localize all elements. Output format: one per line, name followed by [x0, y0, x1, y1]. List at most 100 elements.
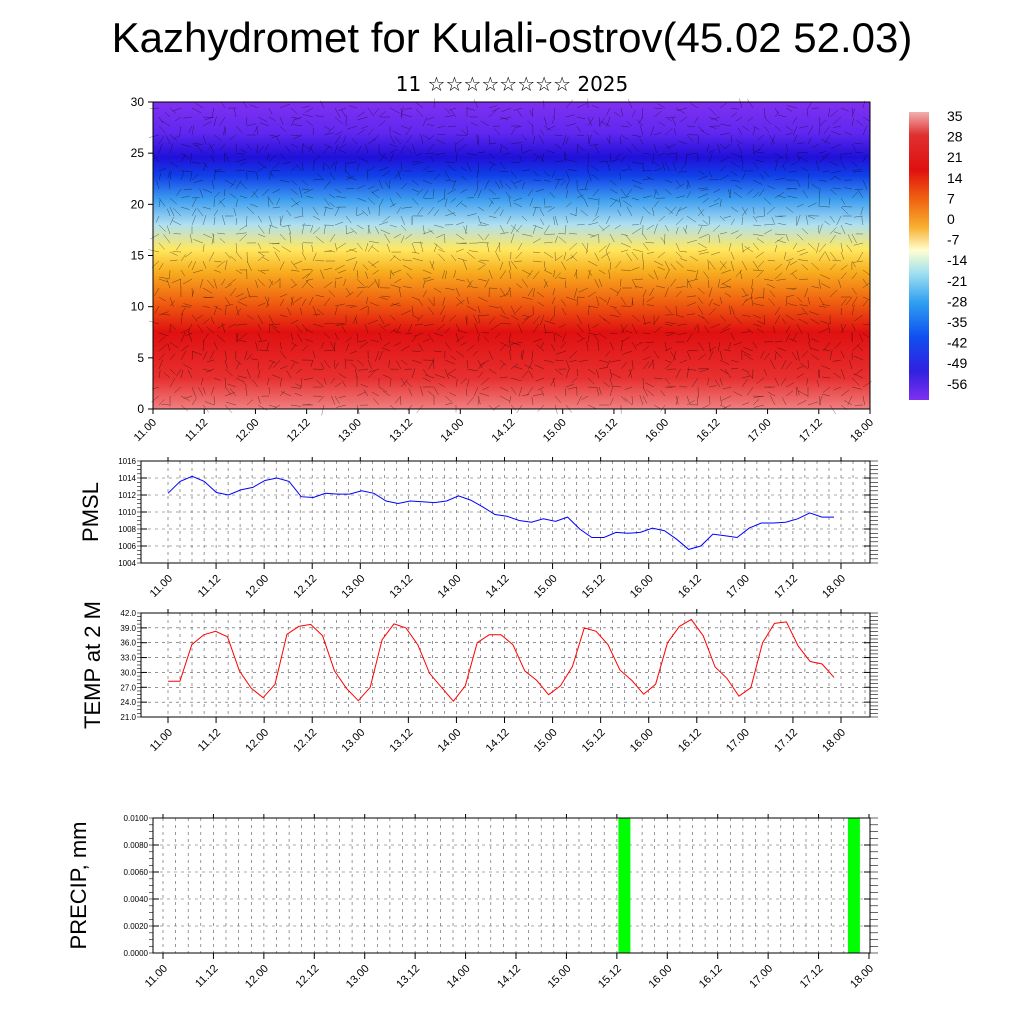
precip-xtick-label: 17.00	[747, 963, 775, 991]
precip-xtick-label: 11.00	[143, 963, 170, 990]
pmsl-ytick-label: 1006	[118, 542, 136, 551]
wind-barbs	[148, 98, 872, 416]
temp-xtick-label: 14.12	[484, 727, 512, 755]
temp-ytick-label: 30.0	[120, 668, 136, 677]
precip-ytick-label: 0.0020	[124, 922, 149, 931]
temp-ytick-label: 39.0	[120, 624, 136, 633]
colorbar-label: -56	[947, 376, 967, 392]
precip-xtick-label: 13.12	[394, 963, 422, 991]
pmsl-frame	[140, 460, 871, 564]
precip-bar	[618, 818, 631, 953]
pmsl-xtick-label: 17.00	[724, 573, 752, 601]
precip-xtick-label: 15.12	[596, 963, 624, 991]
pmsl-xtick-label: 14.00	[436, 573, 464, 601]
pmsl-xtick-label: 12.12	[291, 573, 319, 601]
temp-xtick-label: 14.00	[436, 727, 464, 755]
temp-xtick-label: 12.00	[243, 727, 271, 755]
pmsl-xtick-label: 14.12	[484, 573, 512, 601]
temp-grid	[141, 612, 870, 718]
precip-ytick-label: 0.0100	[124, 814, 149, 823]
colorbar-label: -14	[947, 252, 967, 268]
colorbar-label: -42	[947, 335, 967, 351]
temp-xtick-label: 17.00	[724, 727, 752, 755]
profile-fill	[153, 102, 870, 409]
temp-bg	[141, 613, 870, 717]
colorbar-label: -49	[947, 355, 967, 371]
pmsl-ylabel: PMSL	[78, 482, 103, 542]
precip-xtick-label: 16.00	[646, 963, 674, 991]
colorbar-label: 28	[947, 129, 963, 145]
profile-xtick-label: 14.12	[490, 417, 518, 445]
precip-ytick-label: 0.0080	[124, 841, 149, 850]
colorbar-label: 7	[947, 190, 955, 206]
pmsl-panel: 1004 1006 1008 1010 1012 1014 1016 11.00 11.12 12…	[78, 457, 878, 601]
temp-xtick-label: 18.00	[820, 727, 848, 755]
profile-xtick-label: 17.12	[797, 417, 825, 445]
profile-xtick-label: 16.00	[643, 417, 671, 445]
profile-ytick-label: 25	[131, 146, 145, 160]
colorbar-label: -35	[947, 314, 967, 330]
precip-panel: 0.0000 0.0020 0.0040 0.0060 0.0080 0.0100 11.0…	[66, 814, 878, 991]
pmsl-ytick-label: 1012	[118, 491, 136, 500]
temp-xtick-label: 16.12	[676, 727, 704, 755]
temp-frame	[140, 612, 871, 718]
pmsl-xtick-label: 17.12	[772, 573, 800, 601]
colorbar-label: 35	[947, 108, 963, 124]
temp-xtick-label: 13.12	[388, 727, 416, 755]
precip-xtick-label: 15.00	[546, 963, 574, 991]
pmsl-xtick-label: 16.12	[676, 573, 704, 601]
colorbar-label: 21	[947, 149, 963, 165]
pmsl-ytick-label: 1014	[118, 474, 136, 483]
precip-xtick-label: 14.00	[445, 963, 473, 991]
pmsl-ytick-label: 1008	[118, 525, 136, 534]
temp-ytick-label: 42.0	[120, 609, 136, 618]
temp-series-line	[168, 618, 835, 702]
pmsl-series-line	[167, 475, 834, 550]
precip-ytick-label: 0.0000	[124, 949, 149, 958]
precip-xtick-label: 13.00	[344, 963, 372, 991]
profile-xtick-label: 18.00	[848, 417, 876, 445]
temp-xtick-label: 13.00	[339, 727, 367, 755]
precip-xtick-label: 11.12	[193, 963, 220, 990]
profile-ytick-label: 0	[137, 402, 144, 416]
profile-ytick-label: 30	[131, 95, 145, 109]
profile-xtick-label: 15.00	[541, 417, 569, 445]
temp-xtick-label: 15.00	[532, 727, 560, 755]
temp-xtick-label: 11.12	[196, 727, 223, 754]
precip-xtick-label: 17.12	[798, 963, 826, 991]
profile-xtick-label: 17.00	[746, 417, 774, 445]
temp-ytick-label: 24.0	[120, 698, 136, 707]
precip-ytick-label: 0.0040	[124, 895, 149, 904]
profile-xtick-label: 13.12	[387, 417, 415, 445]
chart-title: Kazhydromet for Kulali-ostrov(45.02 52.0…	[111, 14, 913, 61]
precip-bar	[847, 818, 860, 953]
profile-xtick-label: 11.00	[132, 417, 159, 444]
precip-xtick-label: 16.12	[697, 963, 725, 991]
profile-xtick-label: 11.12	[183, 417, 210, 444]
temp-xtick-label: 17.12	[772, 727, 800, 755]
profile-xtick-label: 12.12	[285, 417, 313, 445]
pmsl-xtick-label: 13.12	[388, 573, 416, 601]
profile-xtick-label: 12.00	[234, 417, 262, 445]
pmsl-xtick-label: 11.00	[148, 573, 175, 600]
colorbar: 35 28 21 14 7 0 -7 -14 -21 -28 -35 -42 -49 -56	[909, 108, 967, 400]
precip-xtick-label: 12.00	[243, 963, 271, 991]
temp-xtick-label: 15.12	[580, 727, 608, 755]
pmsl-xtick-label: 13.00	[339, 573, 367, 601]
precip-ytick-label: 0.0060	[124, 868, 149, 877]
temp-ytick-label: 36.0	[120, 639, 136, 648]
temp-xtick-label: 12.12	[291, 727, 319, 755]
precip-bg	[153, 818, 870, 953]
precip-xtick-label: 14.12	[495, 963, 523, 991]
profile-ytick-label: 5	[137, 351, 144, 365]
colorbar-label: -21	[947, 273, 967, 289]
colorbar-label: -28	[947, 293, 967, 309]
temp-ytick-label: 33.0	[120, 654, 136, 663]
pmsl-ytick-label: 1004	[118, 559, 136, 568]
precip-xtick-label: 18.00	[848, 963, 876, 991]
pmsl-xtick-label: 11.12	[196, 573, 223, 600]
temp-panel: 21.0 24.0 27.0 30.0 33.0 36.0 39.0 42.0 11.00 11.…	[80, 601, 878, 755]
precip-ylabel: PRECIP, mm	[66, 822, 91, 950]
temp-ylabel: TEMP at 2 M	[80, 601, 105, 729]
